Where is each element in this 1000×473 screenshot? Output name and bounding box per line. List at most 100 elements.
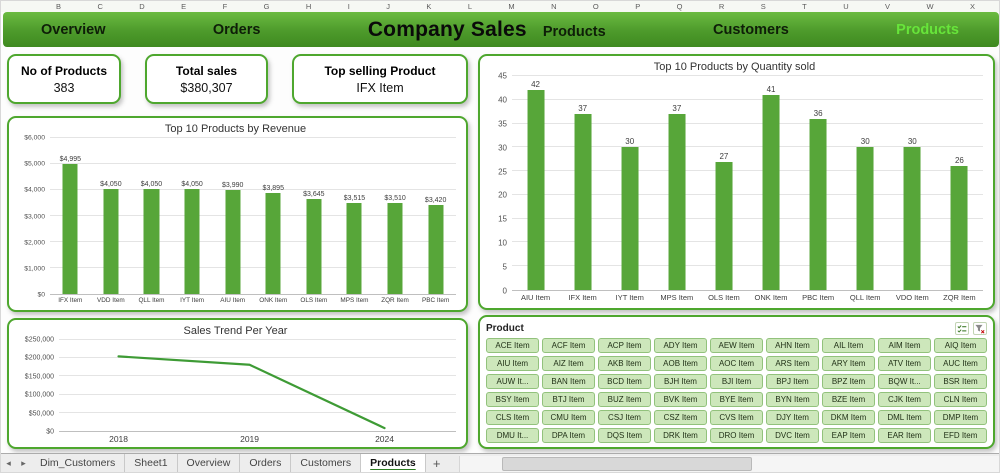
- slicer-item[interactable]: DPA Item: [542, 428, 595, 443]
- column-header-X[interactable]: X: [969, 2, 975, 11]
- slicer-item[interactable]: ATV Item: [878, 356, 931, 371]
- slicer-item[interactable]: ACP Item: [598, 338, 651, 353]
- slicer-item[interactable]: BSR Item: [934, 374, 987, 389]
- bar-ols-item[interactable]: [306, 199, 322, 294]
- slicer-item[interactable]: CSJ Item: [598, 410, 651, 425]
- slicer-item[interactable]: AUC Item: [934, 356, 987, 371]
- column-header-C[interactable]: C: [97, 2, 103, 11]
- column-header-K[interactable]: K: [426, 2, 432, 11]
- bar-pbc-item[interactable]: [809, 118, 827, 290]
- column-header-I[interactable]: I: [347, 2, 350, 11]
- nav-customers[interactable]: Customers: [713, 21, 789, 38]
- sheet-tab-orders[interactable]: Orders: [240, 454, 292, 472]
- slicer-item[interactable]: BJI Item: [710, 374, 763, 389]
- nav-overview[interactable]: Overview: [41, 21, 106, 38]
- column-header-F[interactable]: F: [222, 2, 228, 11]
- slicer-item[interactable]: CVS Item: [710, 410, 763, 425]
- slicer-item[interactable]: DMU It...: [486, 428, 539, 443]
- column-header-D[interactable]: D: [139, 2, 145, 11]
- column-header-T[interactable]: T: [802, 2, 807, 11]
- bar-mps-item[interactable]: [346, 202, 362, 294]
- slicer-item[interactable]: CMU Item: [542, 410, 595, 425]
- slicer-item[interactable]: AOB Item: [654, 356, 707, 371]
- sheet-tab-customers[interactable]: Customers: [291, 454, 362, 472]
- column-header-N[interactable]: N: [551, 2, 557, 11]
- nav-orders[interactable]: Orders: [212, 21, 261, 38]
- bar-mps-item[interactable]: [668, 114, 686, 290]
- slicer-item[interactable]: ACF Item: [542, 338, 595, 353]
- add-sheet-button[interactable]: +: [432, 456, 441, 471]
- column-header-H[interactable]: H: [305, 2, 312, 11]
- slicer-item[interactable]: BYN Item: [766, 392, 819, 407]
- slicer-item[interactable]: BSY Item: [486, 392, 539, 407]
- slicer-item[interactable]: DVC Item: [766, 428, 819, 443]
- slicer-item[interactable]: AOC Item: [710, 356, 763, 371]
- nav-products[interactable]: Products: [542, 23, 606, 40]
- bar-iyt-item[interactable]: [184, 188, 200, 294]
- slicer-item[interactable]: DQS Item: [598, 428, 651, 443]
- slicer-item[interactable]: CJK Item: [878, 392, 931, 407]
- bar-zqr-item[interactable]: [950, 166, 968, 290]
- slicer-item[interactable]: BTJ Item: [542, 392, 595, 407]
- multi-select-icon[interactable]: [955, 322, 969, 335]
- slicer-item[interactable]: DJY Item: [766, 410, 819, 425]
- column-header-R[interactable]: R: [718, 2, 725, 11]
- slicer-item[interactable]: AIZ Item: [542, 356, 595, 371]
- clear-filter-icon[interactable]: [973, 322, 987, 335]
- slicer-item[interactable]: AEW Item: [710, 338, 763, 353]
- slicer-item[interactable]: BPJ Item: [766, 374, 819, 389]
- column-header-S[interactable]: S: [760, 2, 766, 11]
- slicer-item[interactable]: DKM Item: [822, 410, 875, 425]
- column-header-O[interactable]: O: [592, 2, 599, 11]
- bar-zqr-item[interactable]: [387, 202, 403, 294]
- column-header-B[interactable]: B: [56, 2, 62, 11]
- bar-qll-item[interactable]: [856, 147, 874, 290]
- column-header-P[interactable]: P: [635, 2, 641, 11]
- slicer-item[interactable]: EAP Item: [822, 428, 875, 443]
- slicer-item[interactable]: AHN Item: [766, 338, 819, 353]
- bar-aiu-item[interactable]: [527, 90, 545, 290]
- slicer-item[interactable]: EAR Item: [878, 428, 931, 443]
- sheet-nav-left-icon[interactable]: ◂: [6, 458, 11, 468]
- slicer-item[interactable]: AKB Item: [598, 356, 651, 371]
- slicer-item[interactable]: BQW It...: [878, 374, 931, 389]
- column-header-L[interactable]: L: [467, 2, 472, 11]
- column-header-G[interactable]: G: [263, 2, 270, 11]
- sheet-nav-right-icon[interactable]: ▸: [21, 458, 26, 468]
- slicer-item[interactable]: AIL Item: [822, 338, 875, 353]
- slicer-item[interactable]: CLN Item: [934, 392, 987, 407]
- slicer-item[interactable]: AUW It...: [486, 374, 539, 389]
- sheet-tab-sheet1[interactable]: Sheet1: [125, 454, 178, 472]
- slicer-item[interactable]: AIQ Item: [934, 338, 987, 353]
- bar-vdd-item[interactable]: [103, 188, 119, 294]
- slicer-item[interactable]: DRO Item: [710, 428, 763, 443]
- slicer-item[interactable]: DRK Item: [654, 428, 707, 443]
- slicer-item[interactable]: DMP Item: [934, 410, 987, 425]
- slicer-item[interactable]: BUZ Item: [598, 392, 651, 407]
- bar-pbc-item[interactable]: [428, 205, 444, 294]
- slicer-item[interactable]: ADY Item: [654, 338, 707, 353]
- bar-ifx-item[interactable]: [62, 164, 78, 294]
- bar-qll-item[interactable]: [143, 188, 159, 294]
- bar-aiu-item[interactable]: [225, 190, 241, 294]
- bar-vdo-item[interactable]: [903, 147, 921, 290]
- slicer-item[interactable]: AIU Item: [486, 356, 539, 371]
- slicer-item[interactable]: BYE Item: [710, 392, 763, 407]
- slicer-item[interactable]: EFD Item: [934, 428, 987, 443]
- bar-onk-item[interactable]: [265, 192, 281, 294]
- slicer-item[interactable]: DML Item: [878, 410, 931, 425]
- slicer-item[interactable]: BZE Item: [822, 392, 875, 407]
- sheet-tab-overview[interactable]: Overview: [178, 454, 241, 472]
- slicer-item[interactable]: ACE Item: [486, 338, 539, 353]
- column-header-M[interactable]: M: [508, 2, 515, 11]
- bar-onk-item[interactable]: [762, 95, 780, 290]
- sheet-tab-dim_customers[interactable]: Dim_Customers: [31, 454, 126, 472]
- column-header-W[interactable]: W: [926, 2, 934, 11]
- slicer-item[interactable]: BCD Item: [598, 374, 651, 389]
- slicer-item[interactable]: CSZ Item: [654, 410, 707, 425]
- nav-products-active[interactable]: Products: [896, 21, 959, 38]
- slicer-item[interactable]: BJH Item: [654, 374, 707, 389]
- slicer-item[interactable]: CLS Item: [486, 410, 539, 425]
- column-header-U[interactable]: U: [843, 2, 849, 11]
- sheet-tab-products[interactable]: Products: [361, 454, 426, 472]
